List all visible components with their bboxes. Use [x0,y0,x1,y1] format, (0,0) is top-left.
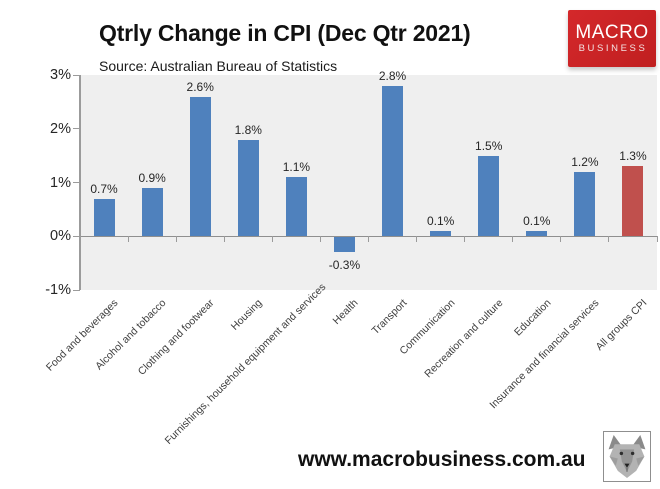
chart-bar [141,187,163,237]
chart-bar [285,177,307,237]
y-axis-tick [73,74,80,76]
y-axis-tick [73,182,80,183]
wolf-icon [608,435,646,478]
x-axis-tick [656,236,658,242]
chart-bar [622,166,644,237]
x-axis-tick [368,236,369,242]
bar-value-label: 1.1% [282,160,311,175]
bar-value-label: -0.3% [328,258,361,273]
x-axis-tick [175,236,177,242]
x-axis-tick [319,236,321,242]
x-axis-tick [271,236,273,242]
plot-background [80,75,657,290]
bar-value-label: 0.1% [426,213,455,228]
chart-bar [430,230,452,237]
y-tick-label: -1% [45,282,71,298]
x-axis-tick [512,236,514,242]
website-text: www.macrobusiness.com.au [298,448,586,471]
bar-value-label: 1.5% [475,138,503,153]
chart-bar [382,85,404,237]
x-axis-tick [608,236,610,242]
y-tick-label: 1% [50,174,71,191]
bar-value-label: 0.1% [523,213,551,228]
macrobusiness-logo: MACRO BUSINESS [568,10,656,67]
brand-line1: MACRO [575,21,649,43]
bar-value-label: 1.3% [619,149,647,164]
x-axis-tick [79,236,81,242]
source-note: Source: Australian Bureau of Statistics [99,58,338,74]
chart-bar [574,171,596,237]
bar-value-label: 1.2% [571,154,599,169]
chart-bar [93,198,115,237]
chart-title: Qtrly Change in CPI (Dec Qtr 2021) [99,20,471,46]
y-axis-tick [73,289,80,291]
bar-value-label: 2.8% [378,68,407,83]
chart-bar [333,236,355,253]
x-axis-tick [560,236,562,242]
y-axis-tick [73,235,80,237]
bar-value-label: 0.7% [90,181,118,196]
x-axis-tick [223,236,225,242]
brand-line2: BUSINESS [578,42,648,54]
chart-bar [189,96,211,237]
x-axis-tick [416,236,418,242]
bar-value-label: 0.9% [138,170,166,185]
bar-value-label: 2.6% [186,79,214,94]
x-axis-tick [464,236,466,242]
bar-value-label: 1.8% [234,122,262,137]
wolf-logo-icon [603,431,651,482]
chart-bar [237,139,259,237]
x-category-label: Food and beverages [43,297,121,374]
y-axis-tick [73,128,80,130]
y-tick-label: 3% [50,67,71,83]
x-axis-tick [127,236,129,242]
y-tick-label: 2% [50,120,71,137]
y-tick-label: 0% [50,228,71,245]
chart-bar [526,230,548,237]
chart-bar [478,155,500,237]
